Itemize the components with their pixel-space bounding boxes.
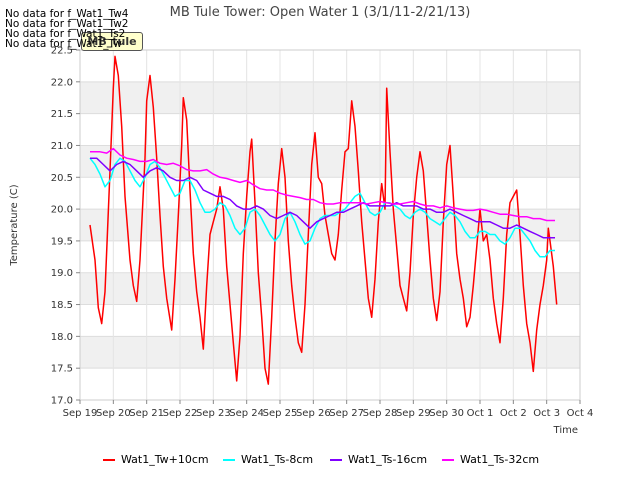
x-tick-label: Sep 28	[363, 408, 398, 419]
x-tick-label: Sep 21	[129, 408, 164, 419]
legend-swatch	[442, 458, 454, 461]
y-tick-label: 17.5	[51, 364, 73, 375]
x-tick-label: Sep 25	[263, 408, 298, 419]
x-tick-label: Oct 2	[500, 408, 527, 419]
no-data-message: No data for f_Wat1_Tw4	[5, 8, 129, 20]
y-tick-label: 19.0	[51, 268, 73, 279]
y-axis-label: Temperature (C)	[9, 184, 20, 266]
chart-title: MB Tule Tower: Open Water 1 (3/1/11-2/21…	[170, 5, 471, 20]
x-axis-label: Time	[553, 425, 578, 436]
y-tick-label: 22.5	[51, 46, 73, 57]
plot-band	[80, 81, 580, 114]
axes: 17.0 17.5 18.0 18.5 19.0 19.5 20.0 20.5 21.0 21.5…	[51, 46, 594, 420]
y-tick-label: 17.0	[51, 396, 73, 407]
legend-item[interactable]: Wat1_Ts-16cm	[330, 453, 427, 466]
tooltip-badge[interactable]: MB_tule	[81, 32, 143, 51]
plot-background-bands	[80, 50, 580, 400]
plot-band	[80, 272, 580, 305]
series-lines	[89, 55, 558, 385]
legend-item[interactable]: Wat1_Tw+10cm	[103, 453, 209, 466]
no-data-message: No data for f_Wat1_Tw	[5, 38, 122, 50]
y-tick-label: 21.0	[51, 141, 73, 152]
legend-swatch	[103, 458, 115, 461]
x-tick-label: Sep 27	[329, 408, 364, 419]
x-tick-label: Sep 20	[96, 408, 131, 419]
x-tick-label: Sep 30	[429, 408, 464, 419]
x-tick-label: Sep 26	[296, 408, 331, 419]
legend-label: Wat1_Tw+10cm	[121, 453, 209, 466]
legend-label: Wat1_Ts-32cm	[460, 453, 540, 466]
legend-item[interactable]: Wat1_Ts-32cm	[442, 453, 539, 466]
y-tick-label: 18.5	[51, 300, 73, 311]
legend-item[interactable]: Wat1_Ts-8cm	[223, 453, 313, 466]
y-tick-label: 21.5	[51, 109, 73, 120]
legend-label: Wat1_Ts-8cm	[241, 453, 314, 466]
x-tick-label: Oct 3	[533, 408, 560, 419]
x-tick-label: Oct 1	[467, 408, 494, 419]
series-line	[90, 147, 555, 222]
x-tick-label: Sep 24	[229, 408, 264, 419]
legend-swatch	[223, 458, 235, 461]
legend-swatch	[330, 458, 342, 461]
x-tick-label: Sep 22	[163, 408, 198, 419]
plot-frame	[79, 49, 581, 401]
x-tick-label: Sep 19	[63, 408, 98, 419]
y-tick-label: 20.0	[51, 205, 73, 216]
y-tick-label: 20.5	[51, 173, 73, 184]
y-tick-label: 18.0	[51, 332, 73, 343]
plot-band	[80, 336, 580, 369]
y-tick-label: 19.5	[51, 236, 73, 247]
legend-label: Wat1_Ts-16cm	[348, 453, 428, 466]
x-tick-label: Sep 29	[396, 408, 431, 419]
plot-band	[80, 145, 580, 178]
no-data-message: No data for f_Wat1_Ts2	[5, 28, 126, 40]
series-line	[89, 157, 555, 258]
x-tick-label: Oct 4	[567, 408, 594, 419]
legend: Wat1_Tw+10cm Wat1_Ts-8cm Wat1_Ts-16cm Wa…	[0, 453, 640, 469]
series-line	[89, 55, 558, 385]
x-tick-label: Sep 23	[196, 408, 231, 419]
y-tick-label: 22.0	[51, 77, 73, 88]
no-data-message: No data for f_Wat1_Tw2	[5, 18, 129, 30]
series-line	[90, 157, 555, 239]
